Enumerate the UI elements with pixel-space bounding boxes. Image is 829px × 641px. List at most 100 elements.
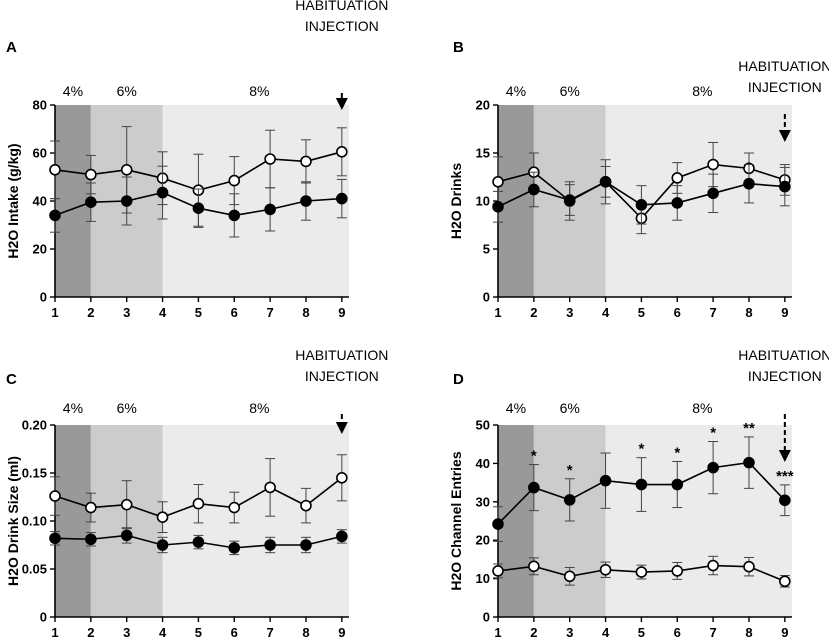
x-tick-label: 8 xyxy=(745,625,752,640)
data-point-open xyxy=(599,563,612,576)
y-tick-label: 0 xyxy=(40,610,47,625)
phase-band-3 xyxy=(162,425,349,617)
y-tick-label: 20 xyxy=(476,533,490,548)
data-point-filled xyxy=(120,529,133,542)
y-tick-label: 80 xyxy=(33,98,47,113)
data-point-open xyxy=(49,164,61,176)
data-point-filled xyxy=(192,536,205,548)
data-point-open xyxy=(228,174,241,187)
data-point-filled xyxy=(49,532,61,545)
significance-marker: * xyxy=(638,441,644,458)
y-axis-title: H2O Drink Size (ml) xyxy=(5,456,21,586)
panel-label: D xyxy=(453,371,464,388)
x-tick-label: 3 xyxy=(123,625,130,640)
x-tick-label: 1 xyxy=(51,305,58,320)
phase-label: 4% xyxy=(506,400,526,416)
data-point-open xyxy=(228,501,241,514)
data-point-filled xyxy=(264,203,276,216)
data-point-open xyxy=(156,511,169,523)
significance-marker: ** xyxy=(743,420,755,437)
phase-label: 6% xyxy=(560,400,580,416)
x-tick-label: 4 xyxy=(159,305,167,320)
y-tick-label: 0.20 xyxy=(22,418,47,433)
annotation-text: INJECTION xyxy=(305,18,379,34)
data-point-open xyxy=(300,499,312,512)
data-point-open xyxy=(528,560,540,573)
annotation-text: INJECTION xyxy=(748,368,822,384)
data-point-open xyxy=(49,490,61,502)
phase-band-1 xyxy=(55,105,91,297)
data-point-open xyxy=(85,168,97,181)
y-axis-title: H2O Intake (g/kg) xyxy=(5,143,21,258)
phase-label: 4% xyxy=(63,400,83,416)
x-tick-label: 5 xyxy=(195,305,202,320)
y-tick-label: 10 xyxy=(476,194,490,209)
x-tick-label: 4 xyxy=(602,305,610,320)
x-tick-label: 5 xyxy=(638,625,645,640)
y-tick-label: 20 xyxy=(33,242,47,257)
data-point-filled xyxy=(228,209,241,222)
x-tick-label: 9 xyxy=(781,625,788,640)
annotation-arrow-head xyxy=(335,422,348,434)
phase-label: 8% xyxy=(249,400,269,416)
data-point-filled xyxy=(707,461,719,474)
chart-panel-a: 4% 6% 8% 0 20 40 60 80 1 2 3 4 5 6 7 8 9 H2O Intake (g/kg… xyxy=(5,0,388,320)
data-point-open xyxy=(671,565,684,577)
data-point-filled xyxy=(336,192,348,205)
x-tick-label: 9 xyxy=(338,305,345,320)
data-point-filled xyxy=(671,478,684,491)
panel-label: C xyxy=(6,371,17,388)
significance-marker: * xyxy=(710,425,716,442)
annotation-text: HABITUATION xyxy=(295,347,388,363)
significance-marker: * xyxy=(567,462,573,479)
y-tick-label: 0 xyxy=(483,610,490,625)
y-tick-label: 15 xyxy=(476,146,490,161)
data-point-filled xyxy=(120,195,133,207)
y-tick-label: 30 xyxy=(476,494,490,509)
data-point-filled xyxy=(635,478,648,491)
x-tick-label: 1 xyxy=(494,305,501,320)
x-tick-label: 6 xyxy=(674,305,681,320)
annotation-text: INJECTION xyxy=(748,79,822,95)
data-point-filled xyxy=(599,474,612,487)
data-point-filled xyxy=(635,199,648,211)
data-point-open xyxy=(563,570,576,583)
y-tick-label: 20 xyxy=(476,98,490,113)
data-point-filled xyxy=(743,456,755,469)
x-tick-label: 8 xyxy=(302,625,309,640)
phase-band-1 xyxy=(498,425,534,617)
x-tick-label: 6 xyxy=(231,305,238,320)
y-tick-label: 0.15 xyxy=(22,466,47,481)
data-point-filled xyxy=(49,209,61,222)
data-point-filled xyxy=(779,180,791,193)
x-tick-label: 7 xyxy=(267,625,274,640)
x-tick-label: 4 xyxy=(602,625,610,640)
data-point-open xyxy=(492,176,504,188)
annotation-arrow-head xyxy=(335,98,348,110)
y-tick-label: 50 xyxy=(476,418,490,433)
data-point-filled xyxy=(192,202,205,214)
data-point-filled xyxy=(563,194,576,206)
y-tick-label: 40 xyxy=(33,194,47,209)
data-point-open xyxy=(85,501,97,514)
phase-label: 4% xyxy=(506,83,526,99)
x-tick-label: 5 xyxy=(195,625,202,640)
significance-marker: *** xyxy=(776,468,794,485)
phase-label: 8% xyxy=(249,83,269,99)
chart-panel-b: 4% 6% 8% 0 5 10 15 20 1 2 3 4 5 6 7 8 9 H2O Drinks B HABITU… xyxy=(448,39,829,320)
phase-band-3 xyxy=(162,105,349,297)
x-tick-label: 1 xyxy=(51,625,58,640)
panel-label: B xyxy=(453,39,464,56)
data-point-filled xyxy=(492,200,504,213)
y-tick-label: 40 xyxy=(476,456,490,471)
data-point-open xyxy=(120,498,133,511)
x-tick-label: 3 xyxy=(123,305,130,320)
data-point-filled xyxy=(528,183,540,196)
y-axis-title: H2O Channel Entries xyxy=(448,451,464,590)
y-tick-label: 0 xyxy=(40,290,47,305)
x-tick-label: 9 xyxy=(781,305,788,320)
data-point-filled xyxy=(336,530,348,543)
chart-panel-c: 4% 6% 8% 0 0.05 0.10 0.15 0.20 1 2 3 4 5 6 7 8 9 H2O Drin… xyxy=(5,347,388,640)
data-point-filled xyxy=(707,187,719,200)
